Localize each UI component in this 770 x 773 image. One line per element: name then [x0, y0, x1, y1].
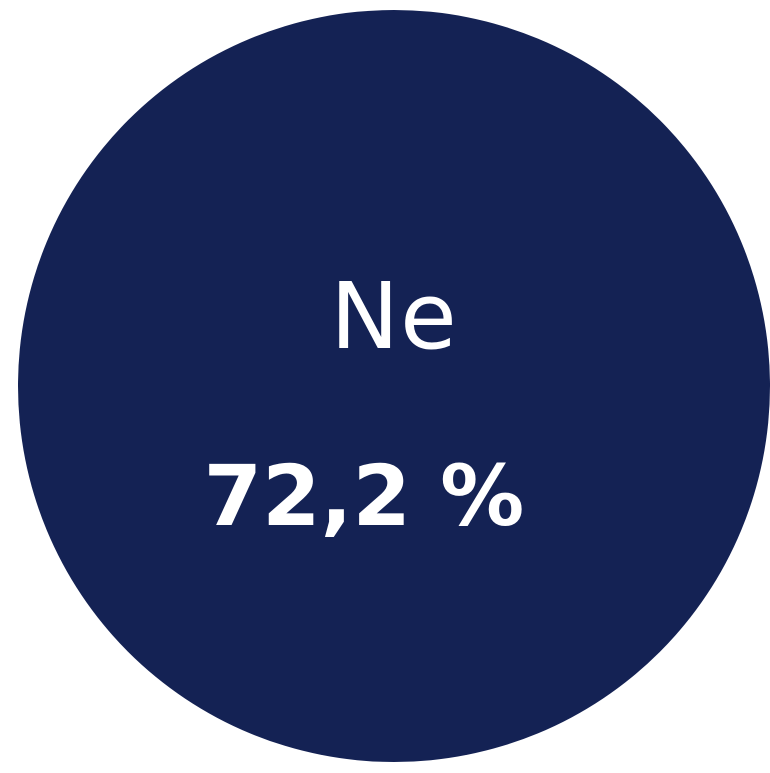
slice-value-label-ne: 72,2 %: [203, 447, 525, 545]
pie-slice-ne: [18, 10, 770, 762]
slice-label-ne: Ne: [330, 263, 458, 370]
